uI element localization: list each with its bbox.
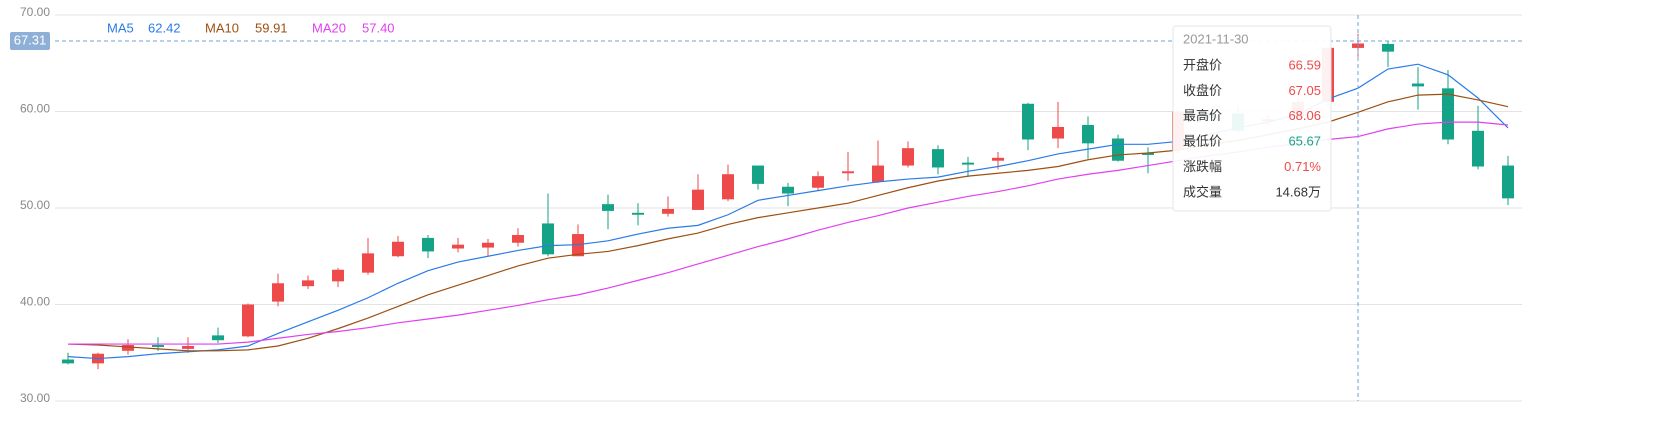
- legend-name: MA10: [205, 20, 239, 35]
- tooltip-value: 0.71%: [1284, 159, 1321, 174]
- candle-body: [182, 345, 194, 349]
- candle-body: [62, 359, 74, 364]
- tooltip-label: 最低价: [1183, 134, 1222, 149]
- candle-body: [902, 148, 914, 166]
- candle-body: [242, 304, 254, 337]
- candle-body: [1052, 126, 1064, 139]
- candle-body: [422, 237, 434, 252]
- tooltip-label: 收盘价: [1183, 83, 1222, 98]
- candle-body: [722, 174, 734, 200]
- candle-body: [1472, 130, 1484, 167]
- candle-body: [212, 335, 224, 341]
- legend-value: 62.42: [148, 20, 181, 35]
- tooltip-value: 68.06: [1288, 108, 1321, 123]
- price-label: 67.31: [14, 32, 47, 47]
- candle-body: [302, 280, 314, 287]
- candle-body: [482, 242, 494, 248]
- tooltip-value: 66.59: [1288, 57, 1321, 72]
- tooltip-label: 最高价: [1183, 108, 1222, 123]
- candle-body: [932, 149, 944, 168]
- candle-body: [692, 189, 704, 210]
- candle-body: [962, 162, 974, 165]
- legend-value: 59.91: [255, 20, 288, 35]
- candle-body: [782, 186, 794, 194]
- candle-body: [1382, 43, 1394, 52]
- candle-body: [842, 171, 854, 174]
- legend-name: MA5: [107, 20, 134, 35]
- candle-body: [1442, 88, 1454, 140]
- tooltip-value: 65.67: [1288, 134, 1321, 149]
- candle-body: [1022, 103, 1034, 140]
- candle-body: [752, 165, 764, 184]
- candle-body: [992, 157, 1004, 161]
- y-tick-label: 70.00: [20, 5, 50, 19]
- candle-body: [332, 269, 344, 282]
- candle-body: [1502, 165, 1514, 199]
- candle-body: [872, 165, 884, 182]
- candle-body: [542, 223, 554, 255]
- y-tick-label: 40.00: [20, 295, 50, 309]
- candle-body: [632, 212, 644, 215]
- candle-body: [662, 208, 674, 214]
- candle-body: [152, 345, 164, 347]
- candle-body: [272, 283, 284, 302]
- y-tick-label: 30.00: [20, 391, 50, 405]
- tooltip-value: 67.05: [1288, 83, 1321, 98]
- candle-body: [1112, 138, 1124, 161]
- candle-body: [452, 244, 464, 249]
- tooltip: 2021-11-30 开盘价 66.59 收盘价 67.05 最高价 68.06 最低价 65.…: [1172, 25, 1332, 212]
- candle-body: [812, 176, 824, 188]
- tooltip-value: 14.68万: [1275, 184, 1321, 199]
- tooltip-label: 成交量: [1183, 184, 1222, 199]
- candle-body: [392, 241, 404, 257]
- candle-body: [1142, 152, 1154, 155]
- y-tick-label: 60.00: [20, 102, 50, 116]
- tooltip-label: 涨跌幅: [1183, 159, 1222, 174]
- legend-value: 57.40: [362, 20, 395, 35]
- candle-body: [1412, 83, 1424, 87]
- tooltip-date: 2021-11-30: [1183, 31, 1249, 46]
- price-label-box: [10, 31, 50, 50]
- candle-body: [512, 235, 524, 243]
- candle-body: [1082, 125, 1094, 144]
- candle-body: [362, 253, 374, 273]
- tooltip-box: [1172, 25, 1332, 212]
- y-tick-label: 50.00: [20, 198, 50, 212]
- candle-body: [122, 345, 134, 351]
- candle-body: [602, 204, 614, 211]
- tooltip-label: 开盘价: [1183, 57, 1222, 72]
- legend-name: MA20: [312, 20, 346, 35]
